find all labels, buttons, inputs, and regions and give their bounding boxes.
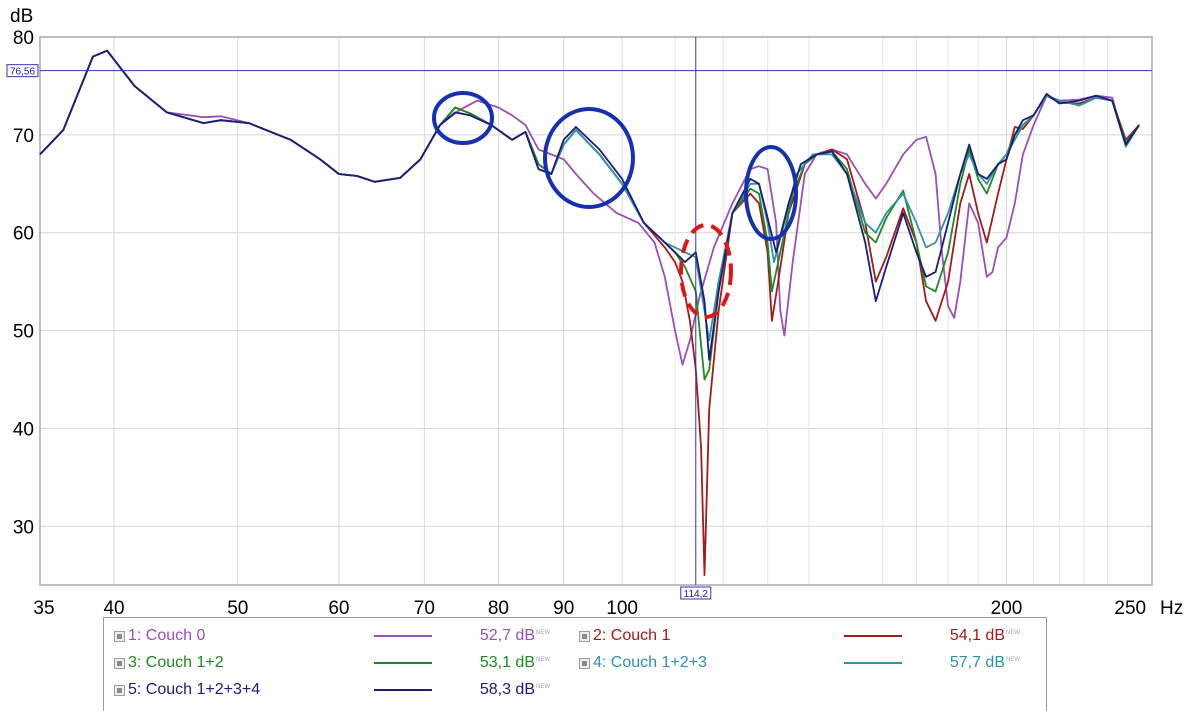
legend-line-swatch (374, 662, 432, 664)
legend-item-1[interactable]: 1: Couch 0 52,7 dBNEW (114, 624, 564, 648)
x-tick-label: 250 (1114, 598, 1146, 619)
legend-series-name: 5: Couch 1+2+3+4 (128, 681, 261, 698)
x-axis-unit: Hz (1160, 598, 1183, 619)
legend-series-name: 3: Couch 1+2 (128, 654, 224, 671)
legend-line-swatch (844, 662, 902, 664)
y-tick-label: 70 (13, 126, 34, 147)
y-tick-label: 50 (13, 322, 34, 343)
legend-series-name: 2: Couch 1 (593, 627, 671, 644)
y-tick-label: 30 (13, 517, 34, 538)
legend-value: 53,1 dBNEW (479, 654, 550, 671)
legend-checkbox[interactable] (114, 657, 125, 669)
legend-value: 54,1 dBNEW (949, 627, 1020, 644)
legend-item-5[interactable]: 5: Couch 1+2+3+4 58,3 dBNEW (114, 678, 564, 702)
x-tick-label: 200 (991, 598, 1023, 619)
y-axis-label: dB (10, 6, 33, 27)
legend-item-2[interactable]: 2: Couch 1 54,1 dBNEW (579, 624, 1034, 648)
legend-value: 52,7 dBNEW (479, 627, 550, 644)
legend-line-swatch (374, 635, 432, 637)
new-badge: NEW (536, 684, 550, 690)
x-tick-label: 50 (227, 598, 248, 619)
annotations (432, 91, 798, 319)
x-tick-label: 70 (414, 598, 435, 619)
legend-item-3[interactable]: 3: Couch 1+2 53,1 dBNEW (114, 651, 564, 675)
legend-line-swatch (844, 635, 902, 637)
y-tick-label: 80 (13, 28, 34, 49)
frequency-response-chart: dB Hz 30 40 50 60 70 80 35 40 50 60 70 80 90 100 200 2… (6, 6, 1183, 619)
legend-checkbox[interactable] (579, 630, 590, 642)
legend-value: 58,3 dBNEW (479, 681, 550, 698)
cursor-y-readout-box (6, 64, 39, 78)
new-badge: NEW (1006, 657, 1020, 663)
new-badge: NEW (536, 630, 550, 636)
y-tick-label: 60 (13, 224, 34, 245)
annotation-circle-2 (543, 107, 635, 209)
legend-checkbox[interactable] (579, 657, 590, 669)
series-lines (39, 49, 1140, 577)
series-line-5 (39, 49, 1140, 361)
x-tick-label: 80 (488, 598, 509, 619)
x-tick-label: 40 (103, 598, 124, 619)
legend-checkbox[interactable] (114, 630, 125, 642)
y-tick-label: 40 (13, 419, 34, 440)
legend-item-4[interactable]: 4: Couch 1+2+3 57,7 dBNEW (579, 651, 1034, 675)
legend-checkbox[interactable] (114, 684, 125, 696)
annotation-circle-1 (432, 91, 494, 145)
annotation-circle-3 (744, 145, 798, 241)
annotation-dashed-circle (679, 223, 733, 319)
series-line-2 (39, 49, 1140, 577)
legend: 1: Couch 0 52,7 dBNEW 2: Couch 1 54,1 dBNEW… (103, 617, 1047, 711)
new-badge: NEW (536, 657, 550, 663)
x-ticks: 35 40 50 60 70 80 90 100 200 250 (33, 598, 1146, 619)
new-badge: NEW (1006, 630, 1020, 636)
grid (40, 36, 1152, 585)
legend-value: 57,7 dBNEW (949, 654, 1020, 671)
y-ticks: 30 40 50 60 70 80 (13, 28, 34, 538)
legend-series-name: 1: Couch 0 (128, 627, 206, 644)
legend-line-swatch (374, 689, 432, 691)
x-tick-label: 90 (553, 598, 574, 619)
x-tick-label: 60 (328, 598, 349, 619)
x-tick-label: 100 (606, 598, 638, 619)
legend-series-name: 4: Couch 1+2+3 (593, 654, 707, 671)
cursor[interactable]: 76,56 114,2 (6, 37, 1152, 600)
cursor-x-readout: 114,2 (684, 589, 709, 600)
x-tick-label: 35 (33, 598, 54, 619)
cursor-x-readout-box (680, 586, 712, 600)
cursor-y-readout: 76,56 (10, 67, 35, 78)
plot-frame (39, 36, 1153, 586)
